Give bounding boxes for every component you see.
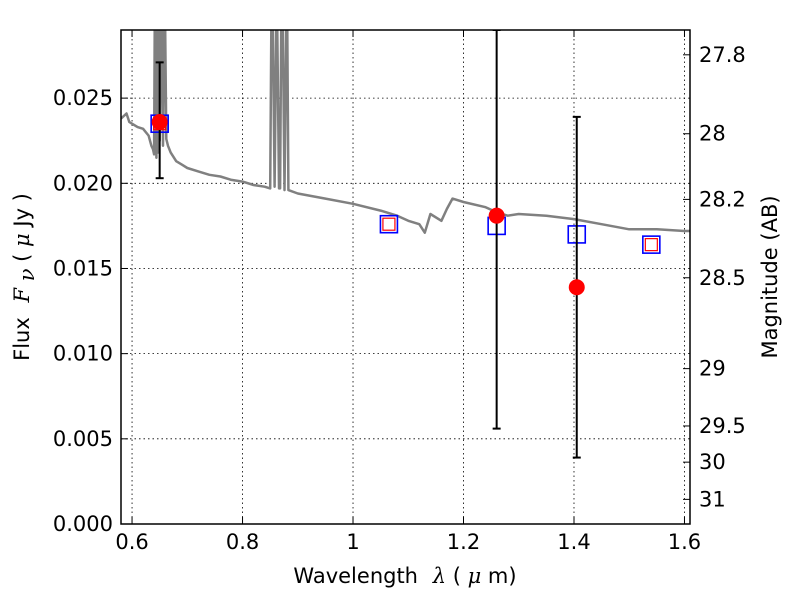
y-axis-right-label: Magnitude (AB): [758, 195, 782, 358]
y-axis-left-label-unit-symbol: μ: [10, 233, 34, 247]
y-right-tick-label: 28.5: [699, 266, 746, 290]
x-axis-label-unit-symbol: μ: [468, 564, 482, 588]
y-left-tick-label: 0.020: [53, 171, 113, 195]
x-axis-label: Wavelength λ ( μ m): [293, 564, 516, 588]
y-left-tick-label: 0.005: [53, 427, 113, 451]
model-photometry-square: [642, 235, 661, 254]
y-right-tick-label: 27.8: [699, 43, 746, 67]
plot-frame: [120, 29, 691, 525]
x-tick-label: 1.6: [668, 530, 701, 554]
tick-layer: 0.6 0.8 1 1.2 1.4 1.6 0.000 0.005 0.010 0.015 0.02…: [53, 30, 746, 554]
y-axis-left-label-subscript: ν: [15, 268, 39, 281]
model-photometry-square: [379, 214, 399, 234]
x-axis-label-symbol: λ: [432, 564, 446, 588]
y-right-tick-label: 29: [699, 357, 726, 381]
x-tick-label: 1.4: [557, 530, 590, 554]
y-axis-left-label: Flux F ν ( μ Jy ): [10, 193, 39, 361]
y-left-tick-label: 0.000: [53, 512, 113, 536]
y-right-tick-label: 29.5: [699, 414, 746, 438]
x-axis-label-prefix: Wavelength: [293, 564, 418, 588]
y-left-tick-label: 0.015: [53, 256, 113, 280]
x-tick-label: 1.2: [447, 530, 480, 554]
x-tick-label: 0.6: [115, 530, 148, 554]
prediction-square: [382, 217, 396, 231]
grid-layer: [121, 30, 690, 525]
x-tick-label: 1: [346, 530, 359, 554]
x-axis-label-unit-open: (: [453, 564, 461, 588]
y-right-tick-label: 31: [699, 487, 726, 511]
y-axis-left-label-symbol: F: [10, 287, 34, 304]
y-axis-left-label-prefix: Flux: [10, 317, 34, 361]
data-layer: [121, 30, 690, 459]
prediction-square: [644, 238, 658, 252]
spectrum-line: [121, 30, 690, 234]
y-axis-left-label-unit-rest: Jy ): [10, 193, 34, 229]
y-left-tick-label: 0.025: [53, 86, 113, 110]
observed-flux-point: [488, 207, 505, 224]
y-left-tick-label: 0.010: [53, 342, 113, 366]
observed-flux-point: [151, 113, 168, 130]
x-axis-label-unit-rest: m): [488, 564, 517, 588]
x-tick-label: 0.8: [226, 530, 259, 554]
observed-flux-point: [568, 279, 585, 296]
y-axis-left-label-unit-open: (: [10, 247, 34, 262]
y-right-tick-label: 30: [699, 450, 726, 474]
y-right-tick-label: 28: [699, 122, 726, 146]
y-right-tick-label: 28.2: [699, 187, 746, 211]
